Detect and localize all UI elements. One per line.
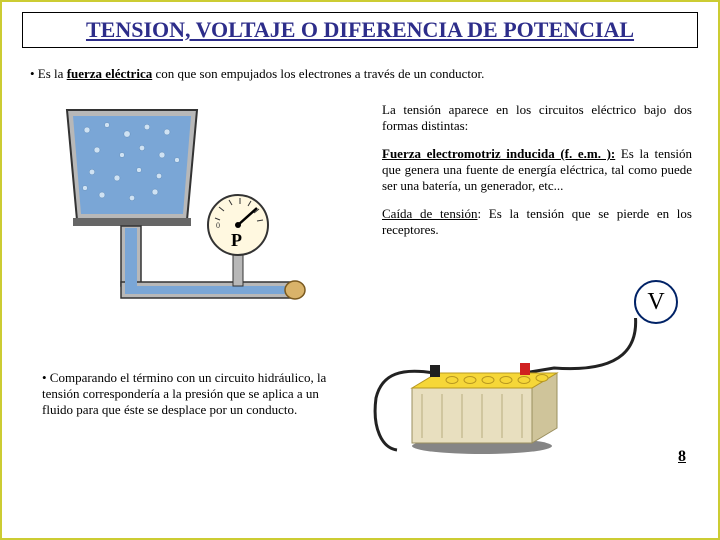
pipe-water-h-icon — [125, 286, 289, 294]
para-caida: Caída de tensión: Es la tensión que se p… — [382, 206, 692, 238]
gauge-zero-label: 0 — [216, 221, 220, 230]
bullet1-pre: • Es la — [30, 66, 67, 81]
para-intro: La tensión aparece en los circuitos eléc… — [382, 102, 692, 134]
bullet1-emph: fuerza eléctrica — [67, 66, 153, 81]
hydraulic-svg: 0 P — [47, 100, 317, 330]
terminal-pos-icon — [520, 363, 530, 375]
valve-icon — [285, 281, 305, 299]
hydraulic-diagram: 0 P — [47, 100, 317, 330]
battery-body-icon — [412, 363, 557, 443]
bullet-fuerza-electrica: • Es la fuerza eléctrica con que son emp… — [30, 66, 690, 82]
pressure-gauge-icon: 0 P — [208, 195, 268, 286]
v-symbol: V — [647, 289, 664, 315]
caida-label: Caída de tensión — [382, 206, 478, 221]
pipe-water-v-icon — [125, 228, 137, 286]
bullet1-post: con que son empujados los electrones a t… — [152, 66, 484, 81]
page-title: TENSION, VOLTAJE O DIFERENCIA DE POTENCI… — [86, 17, 634, 42]
fem-label: Fuerza electromotriz inducida (f. e.m. )… — [382, 146, 615, 161]
right-column: La tensión aparece en los circuitos eléc… — [382, 102, 692, 250]
gauge-p-label: P — [231, 230, 242, 250]
page-number: 8 — [678, 448, 686, 466]
tank-base-icon — [73, 218, 191, 226]
terminal-neg-icon — [430, 365, 440, 377]
battery-svg — [372, 318, 652, 458]
bullet-hydraulic-analogy: • Comparando el término con un circuito … — [42, 370, 342, 418]
battery-diagram — [372, 318, 652, 458]
title-box: TENSION, VOLTAJE O DIFERENCIA DE POTENCI… — [22, 12, 698, 48]
para-fem: Fuerza electromotriz inducida (f. e.m. )… — [382, 146, 692, 194]
main-area: 0 P La tensión aparece en los circuitos … — [2, 90, 718, 470]
cable-pos-icon — [524, 318, 636, 373]
